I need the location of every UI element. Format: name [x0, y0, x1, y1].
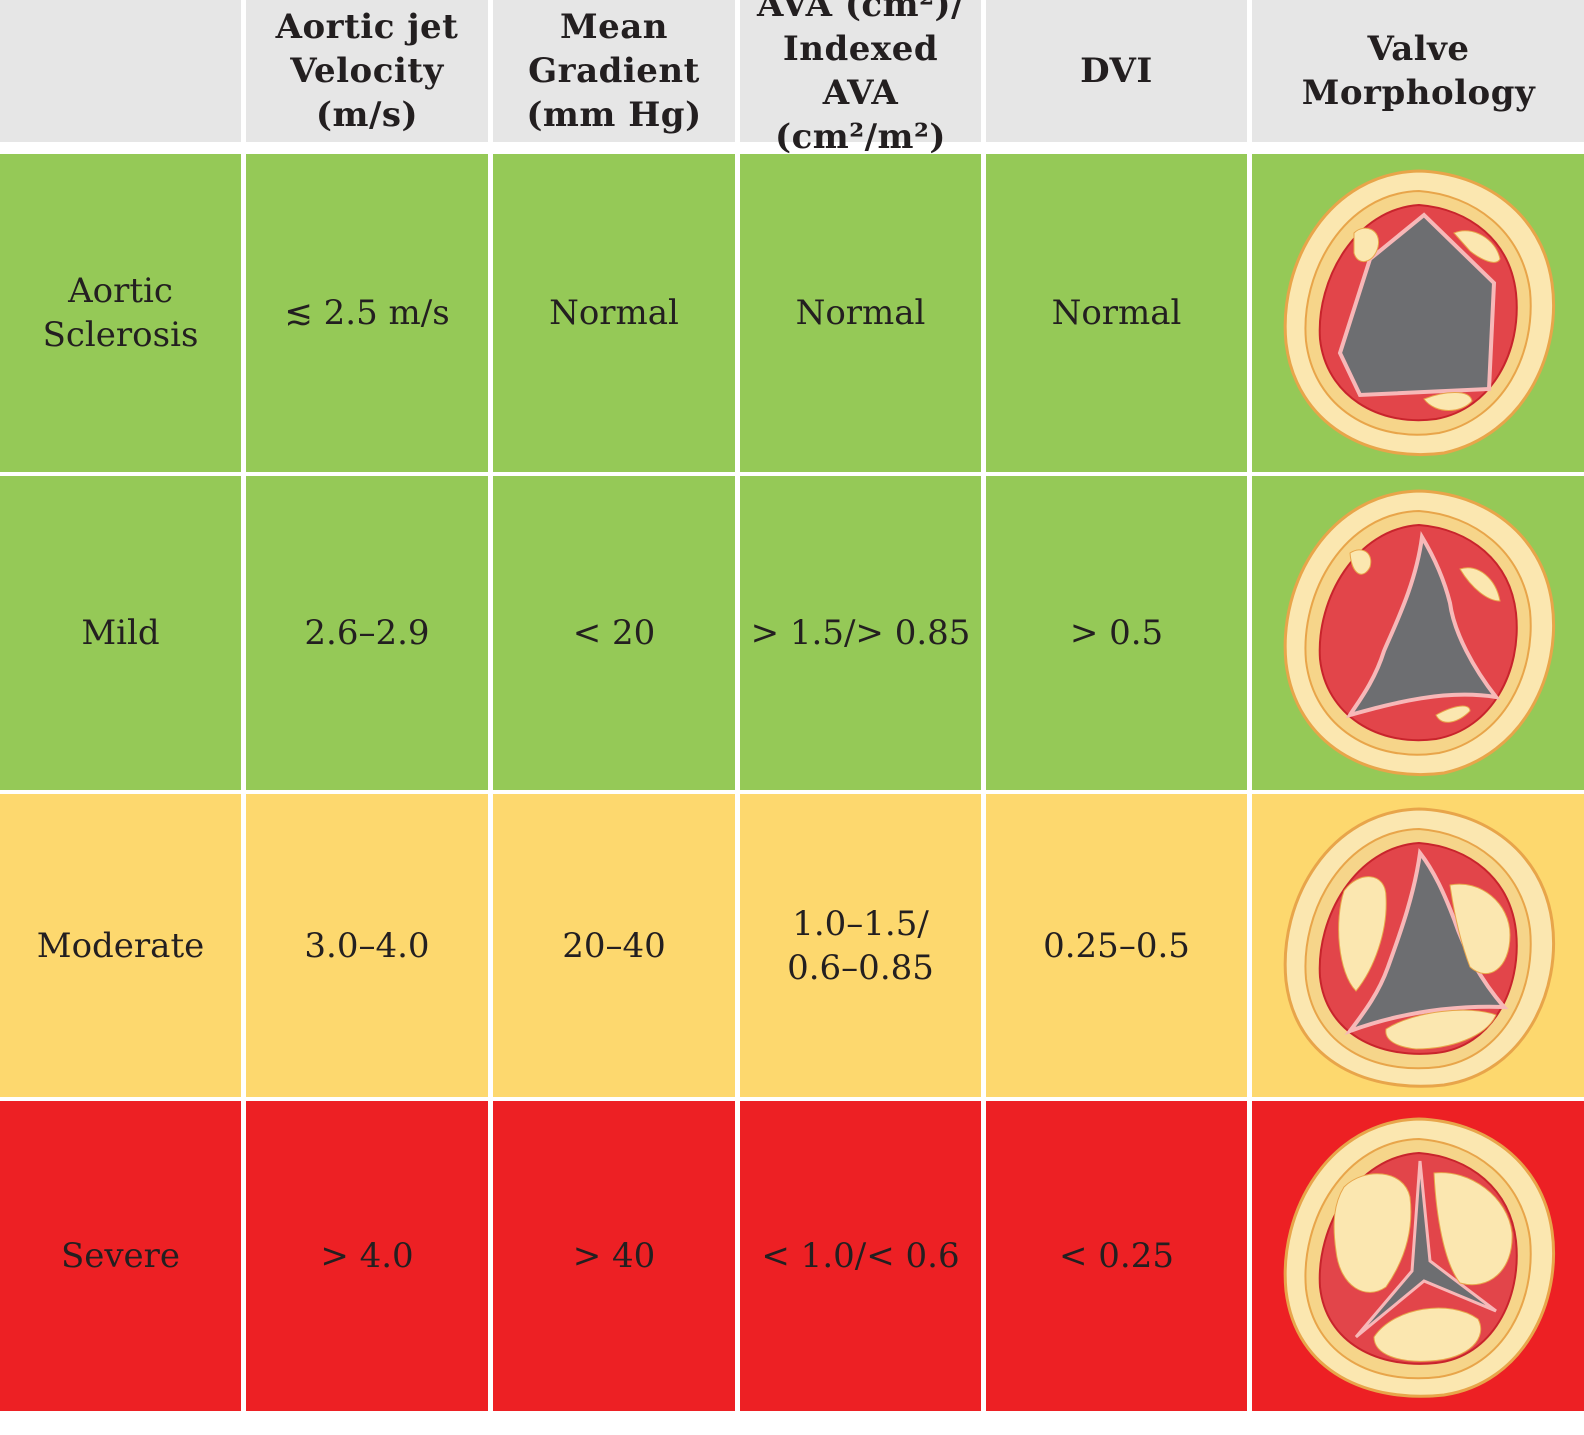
row-label-sclerosis: Aortic Sclerosis	[0, 154, 241, 476]
velocity-mild: 2.6–2.9	[246, 476, 488, 794]
row-label-severe: Severe	[0, 1101, 241, 1411]
velocity-severe: > 4.0	[246, 1101, 488, 1411]
valve-mild-cell	[1252, 476, 1584, 794]
header-dvi: DVI	[986, 0, 1247, 142]
header-velocity: Aortic jet Velocity (m/s)	[246, 0, 488, 142]
header-ava: AVA (cm²)/ Indexed AVA (cm²/m²)	[740, 0, 981, 157]
gradient-sclerosis: Normal	[493, 154, 735, 476]
ava-severe: < 1.0/< 0.6	[740, 1101, 981, 1411]
ava-mild: > 1.5/> 0.85	[740, 476, 981, 794]
header-blank	[0, 0, 241, 142]
valve-sclerosis-cell	[1252, 154, 1584, 476]
valve-moderate-icon	[1283, 806, 1555, 1088]
valve-mild-icon	[1283, 489, 1555, 777]
row-label-moderate: Moderate	[0, 794, 241, 1101]
gradient-moderate: 20–40	[493, 794, 735, 1101]
dvi-severe: < 0.25	[986, 1101, 1247, 1411]
gradient-mild: < 20	[493, 476, 735, 794]
header-gradient: Mean Gradient (mm Hg)	[493, 0, 735, 142]
header-valve-morphology: Valve Morphology	[1252, 0, 1584, 142]
gradient-severe: > 40	[493, 1101, 735, 1411]
valve-severe-cell	[1252, 1101, 1584, 1411]
dvi-moderate: 0.25–0.5	[986, 794, 1247, 1101]
valve-severe-icon	[1283, 1117, 1555, 1398]
dvi-mild: > 0.5	[986, 476, 1247, 794]
velocity-sclerosis: ≲ 2.5 m/s	[246, 154, 488, 476]
ava-moderate: 1.0–1.5/ 0.6–0.85	[740, 794, 981, 1101]
row-label-mild: Mild	[0, 476, 241, 794]
velocity-moderate: 3.0–4.0	[246, 794, 488, 1101]
ava-sclerosis: Normal	[740, 154, 981, 476]
dvi-sclerosis: Normal	[986, 154, 1247, 476]
valve-moderate-cell	[1252, 794, 1584, 1101]
valve-sclerosis-icon	[1283, 169, 1555, 457]
